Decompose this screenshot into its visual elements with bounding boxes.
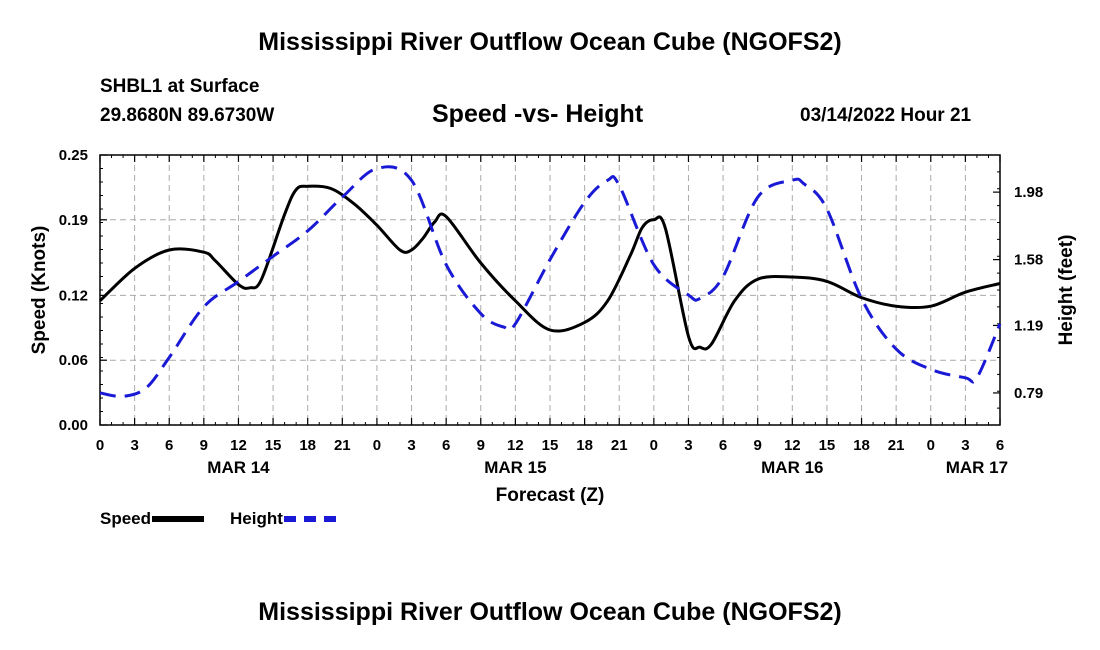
x-tick-label: 6 xyxy=(996,437,1004,454)
x-tick-label: 12 xyxy=(507,437,524,454)
y-tick-label: 0.06 xyxy=(59,352,88,369)
x-tick-label: 0 xyxy=(927,437,935,454)
y-tick-label: 0.25 xyxy=(59,147,88,164)
x-tick-label: 21 xyxy=(334,437,351,454)
x-tick-label: 6 xyxy=(719,437,727,454)
x-tick-label: 18 xyxy=(853,437,870,454)
x-tick-label: 15 xyxy=(819,437,836,454)
x-tick-label: 6 xyxy=(165,437,173,454)
legend-height-label: Height xyxy=(230,509,283,528)
y2-tick-label: 1.98 xyxy=(1014,184,1043,201)
y2-tick-label: 1.58 xyxy=(1014,252,1043,269)
date-label: MAR 16 xyxy=(761,458,823,477)
x-tick-label: 9 xyxy=(200,437,208,454)
legend-speed-swatch xyxy=(152,516,205,522)
x-tick-label: 9 xyxy=(754,437,762,454)
y2-tick-label: 0.79 xyxy=(1014,385,1043,402)
legend-height-swatch xyxy=(283,516,336,522)
x-tick-label: 3 xyxy=(684,437,692,454)
x-tick-label: 18 xyxy=(299,437,316,454)
x-tick-label: 0 xyxy=(373,437,381,454)
y-tick-label: 0.19 xyxy=(59,212,88,229)
series-line-speed xyxy=(98,184,1001,351)
x-tick-label: 0 xyxy=(96,437,104,454)
x-tick-label: 15 xyxy=(542,437,559,454)
forecast-datetime: 03/14/2022 Hour 21 xyxy=(800,105,972,126)
date-label: MAR 15 xyxy=(484,458,546,477)
x-tick-label: 21 xyxy=(611,437,628,454)
x-tick-label: 12 xyxy=(784,437,801,454)
x-tick-label: 12 xyxy=(230,437,247,454)
station-label: SHBL1 at Surface xyxy=(100,76,260,97)
x-tick-label: 0 xyxy=(650,437,658,454)
y2-tick-label: 1.19 xyxy=(1014,317,1043,334)
legend-speed-label: Speed xyxy=(100,509,152,528)
y-tick-label: 0.00 xyxy=(59,417,88,434)
x-tick-label: 18 xyxy=(576,437,593,454)
coordinates-label: 29.8680N 89.6730W xyxy=(100,105,275,126)
x-tick-label: 3 xyxy=(130,437,138,454)
legend-height: Height xyxy=(230,509,336,529)
y-axis-title: Speed (Knots) xyxy=(29,226,50,355)
chart-subtitle: Speed -vs- Height xyxy=(432,100,644,128)
footer-title: Mississippi River Outflow Ocean Cube (NG… xyxy=(258,598,842,626)
x-tick-label: 3 xyxy=(961,437,969,454)
x-tick-label: 9 xyxy=(477,437,485,454)
x-axis-title: Forecast (Z) xyxy=(496,485,605,506)
y-tick-label: 0.12 xyxy=(59,287,88,304)
series-line-height xyxy=(99,165,1002,398)
legend-speed: Speed xyxy=(100,509,205,529)
chart-title: Mississippi River Outflow Ocean Cube (NG… xyxy=(258,28,842,56)
date-label: MAR 17 xyxy=(946,458,1008,477)
x-tick-label: 6 xyxy=(442,437,450,454)
x-tick-label: 3 xyxy=(407,437,415,454)
y2-axis-title: Height (feet) xyxy=(1056,235,1077,346)
date-label: MAR 14 xyxy=(207,458,270,477)
x-tick-label: 21 xyxy=(888,437,905,454)
x-tick-label: 15 xyxy=(265,437,282,454)
